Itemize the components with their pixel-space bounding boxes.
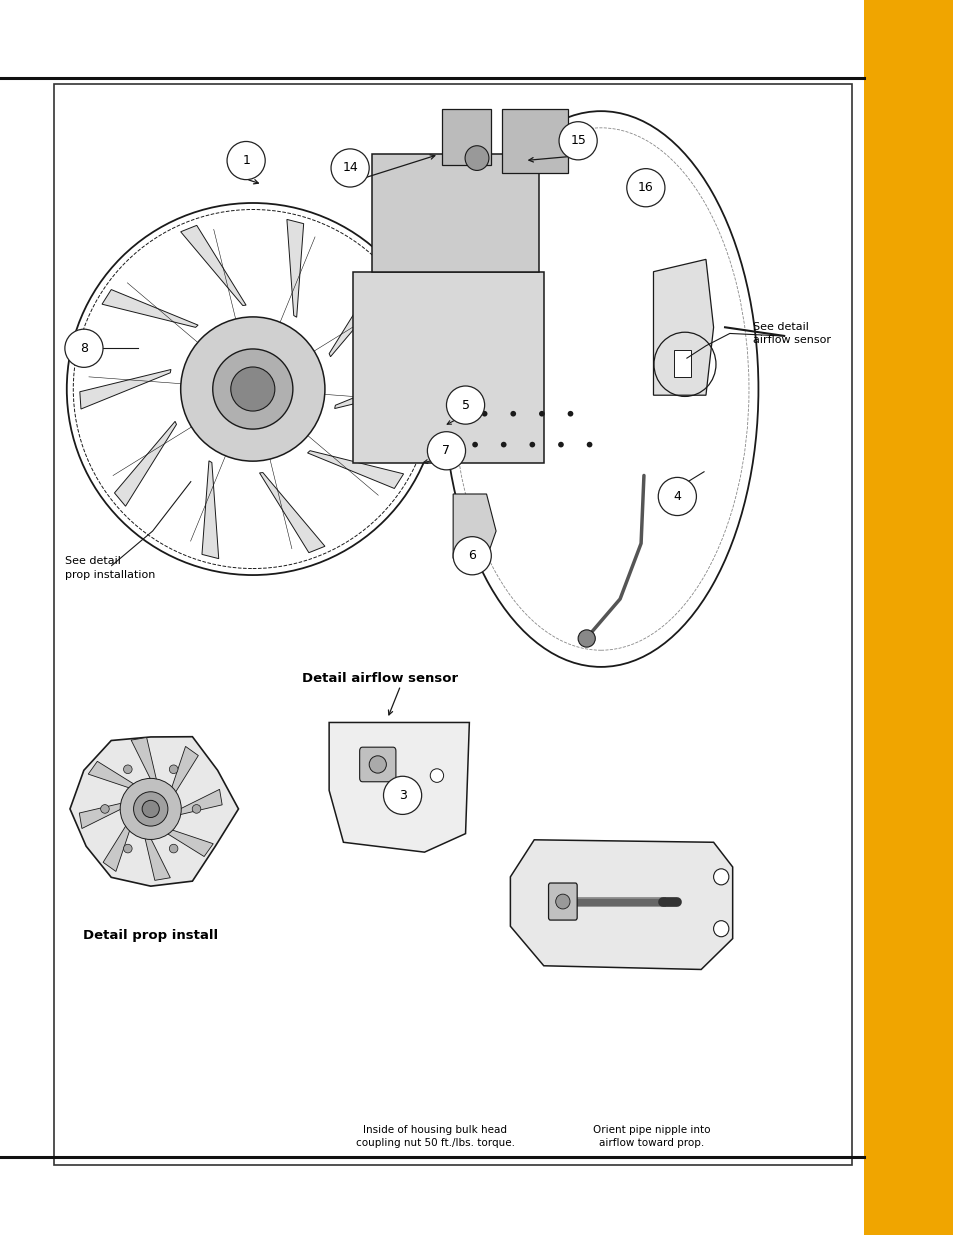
Polygon shape: [287, 220, 303, 317]
Ellipse shape: [453, 411, 458, 416]
Ellipse shape: [713, 921, 728, 936]
Text: 4: 4: [673, 490, 680, 503]
FancyBboxPatch shape: [548, 883, 577, 920]
Ellipse shape: [555, 894, 569, 909]
Polygon shape: [79, 800, 132, 829]
Text: Detail airflow sensor: Detail airflow sensor: [301, 672, 457, 685]
Bar: [54, 84, 851, 1165]
Ellipse shape: [430, 768, 443, 783]
Ellipse shape: [170, 845, 177, 853]
Text: 3: 3: [398, 789, 406, 802]
Ellipse shape: [231, 367, 274, 411]
Polygon shape: [102, 289, 198, 327]
Polygon shape: [80, 369, 171, 409]
Polygon shape: [88, 761, 143, 792]
Polygon shape: [335, 369, 425, 409]
Text: Detail prop install: Detail prop install: [83, 929, 218, 942]
Polygon shape: [510, 840, 732, 969]
Ellipse shape: [383, 777, 421, 814]
Polygon shape: [158, 826, 213, 857]
Ellipse shape: [443, 442, 449, 447]
Text: 1: 1: [242, 154, 250, 167]
Polygon shape: [131, 737, 158, 789]
Ellipse shape: [133, 792, 168, 826]
Ellipse shape: [453, 537, 491, 574]
Text: See detail
prop installation: See detail prop installation: [65, 557, 155, 579]
Polygon shape: [168, 746, 198, 800]
Text: 16: 16: [638, 182, 653, 194]
Ellipse shape: [713, 869, 728, 884]
Ellipse shape: [472, 442, 477, 447]
Ellipse shape: [500, 442, 506, 447]
Polygon shape: [653, 259, 713, 395]
FancyBboxPatch shape: [501, 109, 567, 173]
Ellipse shape: [120, 778, 181, 840]
Text: Orient pipe nipple into
airflow toward prop.: Orient pipe nipple into airflow toward p…: [592, 1125, 710, 1147]
Ellipse shape: [510, 411, 516, 416]
Ellipse shape: [170, 764, 177, 773]
Ellipse shape: [586, 442, 592, 447]
FancyBboxPatch shape: [441, 109, 491, 165]
Polygon shape: [307, 451, 403, 489]
Ellipse shape: [578, 630, 595, 647]
Polygon shape: [202, 461, 218, 558]
Polygon shape: [143, 829, 171, 881]
Polygon shape: [103, 818, 133, 872]
Ellipse shape: [658, 478, 696, 515]
Polygon shape: [180, 225, 246, 305]
Text: 8: 8: [80, 342, 88, 354]
Ellipse shape: [369, 756, 386, 773]
Ellipse shape: [558, 442, 563, 447]
Ellipse shape: [180, 317, 325, 461]
Ellipse shape: [626, 169, 664, 206]
FancyBboxPatch shape: [359, 747, 395, 782]
Ellipse shape: [567, 411, 573, 416]
Ellipse shape: [464, 146, 488, 170]
Ellipse shape: [193, 805, 201, 814]
Ellipse shape: [142, 800, 159, 818]
Text: 7: 7: [442, 445, 450, 457]
Polygon shape: [70, 737, 238, 887]
Ellipse shape: [227, 142, 265, 179]
Polygon shape: [170, 789, 222, 818]
Ellipse shape: [101, 805, 109, 814]
Ellipse shape: [427, 432, 465, 469]
Text: 5: 5: [461, 399, 469, 411]
Ellipse shape: [331, 149, 369, 186]
Polygon shape: [453, 494, 496, 558]
Polygon shape: [329, 272, 391, 357]
FancyBboxPatch shape: [673, 350, 690, 377]
Text: 15: 15: [570, 135, 585, 147]
Ellipse shape: [538, 411, 544, 416]
Ellipse shape: [65, 330, 103, 367]
FancyBboxPatch shape: [372, 154, 538, 272]
Polygon shape: [329, 722, 469, 852]
Ellipse shape: [558, 122, 597, 159]
Text: Inside of housing bulk head
coupling nut 50 ft./lbs. torque.: Inside of housing bulk head coupling nut…: [355, 1125, 514, 1147]
Polygon shape: [259, 473, 325, 553]
Ellipse shape: [529, 442, 535, 447]
Polygon shape: [114, 421, 176, 506]
Ellipse shape: [124, 764, 132, 773]
Text: 14: 14: [342, 162, 357, 174]
FancyBboxPatch shape: [353, 272, 543, 463]
Ellipse shape: [481, 411, 487, 416]
Text: 6: 6: [468, 550, 476, 562]
Text: See detail
airflow sensor: See detail airflow sensor: [752, 322, 830, 345]
Bar: [863, 0, 953, 1235]
Ellipse shape: [446, 387, 484, 424]
Ellipse shape: [213, 350, 293, 429]
Ellipse shape: [123, 845, 132, 853]
